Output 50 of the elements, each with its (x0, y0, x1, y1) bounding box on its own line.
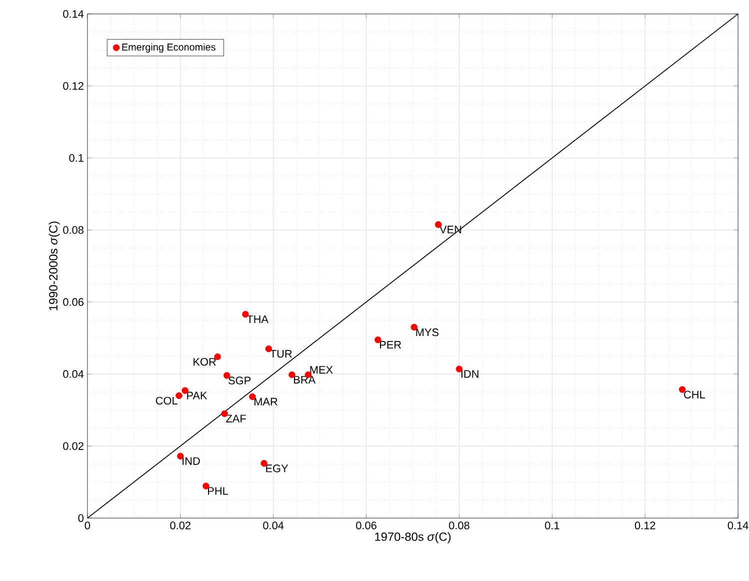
point (182, 387, 188, 394)
annotation: SGP (228, 376, 251, 384)
x-tick-label: 0 (84, 522, 90, 530)
x-tick-label: 0.04 (263, 522, 284, 530)
legend-label: Emerging Economies (122, 43, 216, 53)
x-axis-title: 1970-80s σ(C) (375, 532, 451, 544)
point (214, 353, 221, 360)
annotation: MEX (310, 366, 333, 374)
point (242, 310, 249, 318)
annotation: EGY (266, 464, 288, 472)
point (374, 336, 382, 344)
x-tick-label: 0.1 (544, 522, 560, 530)
point (202, 482, 210, 490)
point (260, 460, 268, 467)
x-tick-label: 0.12 (634, 522, 656, 530)
annotation: PHL (208, 487, 228, 495)
annotation: PER (380, 341, 402, 349)
point (177, 452, 184, 460)
point (678, 386, 686, 393)
y-tick-label: 0.04 (63, 370, 84, 378)
annotation: VEN (440, 226, 462, 234)
point (288, 371, 296, 378)
y-tick-label: 0.14 (63, 10, 84, 18)
annotation: ZAF (226, 414, 246, 422)
point (456, 366, 463, 372)
y-tick-label: 0.1 (69, 154, 84, 162)
point (265, 346, 272, 352)
y-tick-label: 0.06 (63, 298, 84, 306)
y-tick-label: 0 (78, 514, 84, 522)
y-tick-label: 0.12 (63, 82, 84, 90)
annotation: COL (156, 396, 178, 405)
annotation: IDN (461, 370, 478, 378)
annotation: BRA (294, 376, 316, 384)
point (223, 372, 230, 379)
y-tick-label: 0.02 (63, 442, 84, 450)
annotation: TUR (270, 350, 292, 358)
annotation: IND (182, 457, 200, 465)
annotation: CHL (684, 390, 705, 399)
point (249, 393, 256, 400)
annotation: MAR (254, 398, 278, 406)
x-tick-label: 0.02 (170, 522, 190, 530)
y-axis-title: 1990-2000s σ(C) (48, 222, 60, 310)
x-tick-label: 0.08 (449, 522, 470, 530)
x-tick-label: 0.14 (728, 522, 748, 530)
annotation: KOR (194, 358, 216, 366)
annotation: PAK (187, 392, 208, 400)
annotation: THA (246, 316, 268, 324)
annotation: MYS (416, 328, 438, 336)
y-tick-label: 0.08 (63, 226, 84, 234)
x-tick-label: 0.06 (356, 522, 376, 530)
